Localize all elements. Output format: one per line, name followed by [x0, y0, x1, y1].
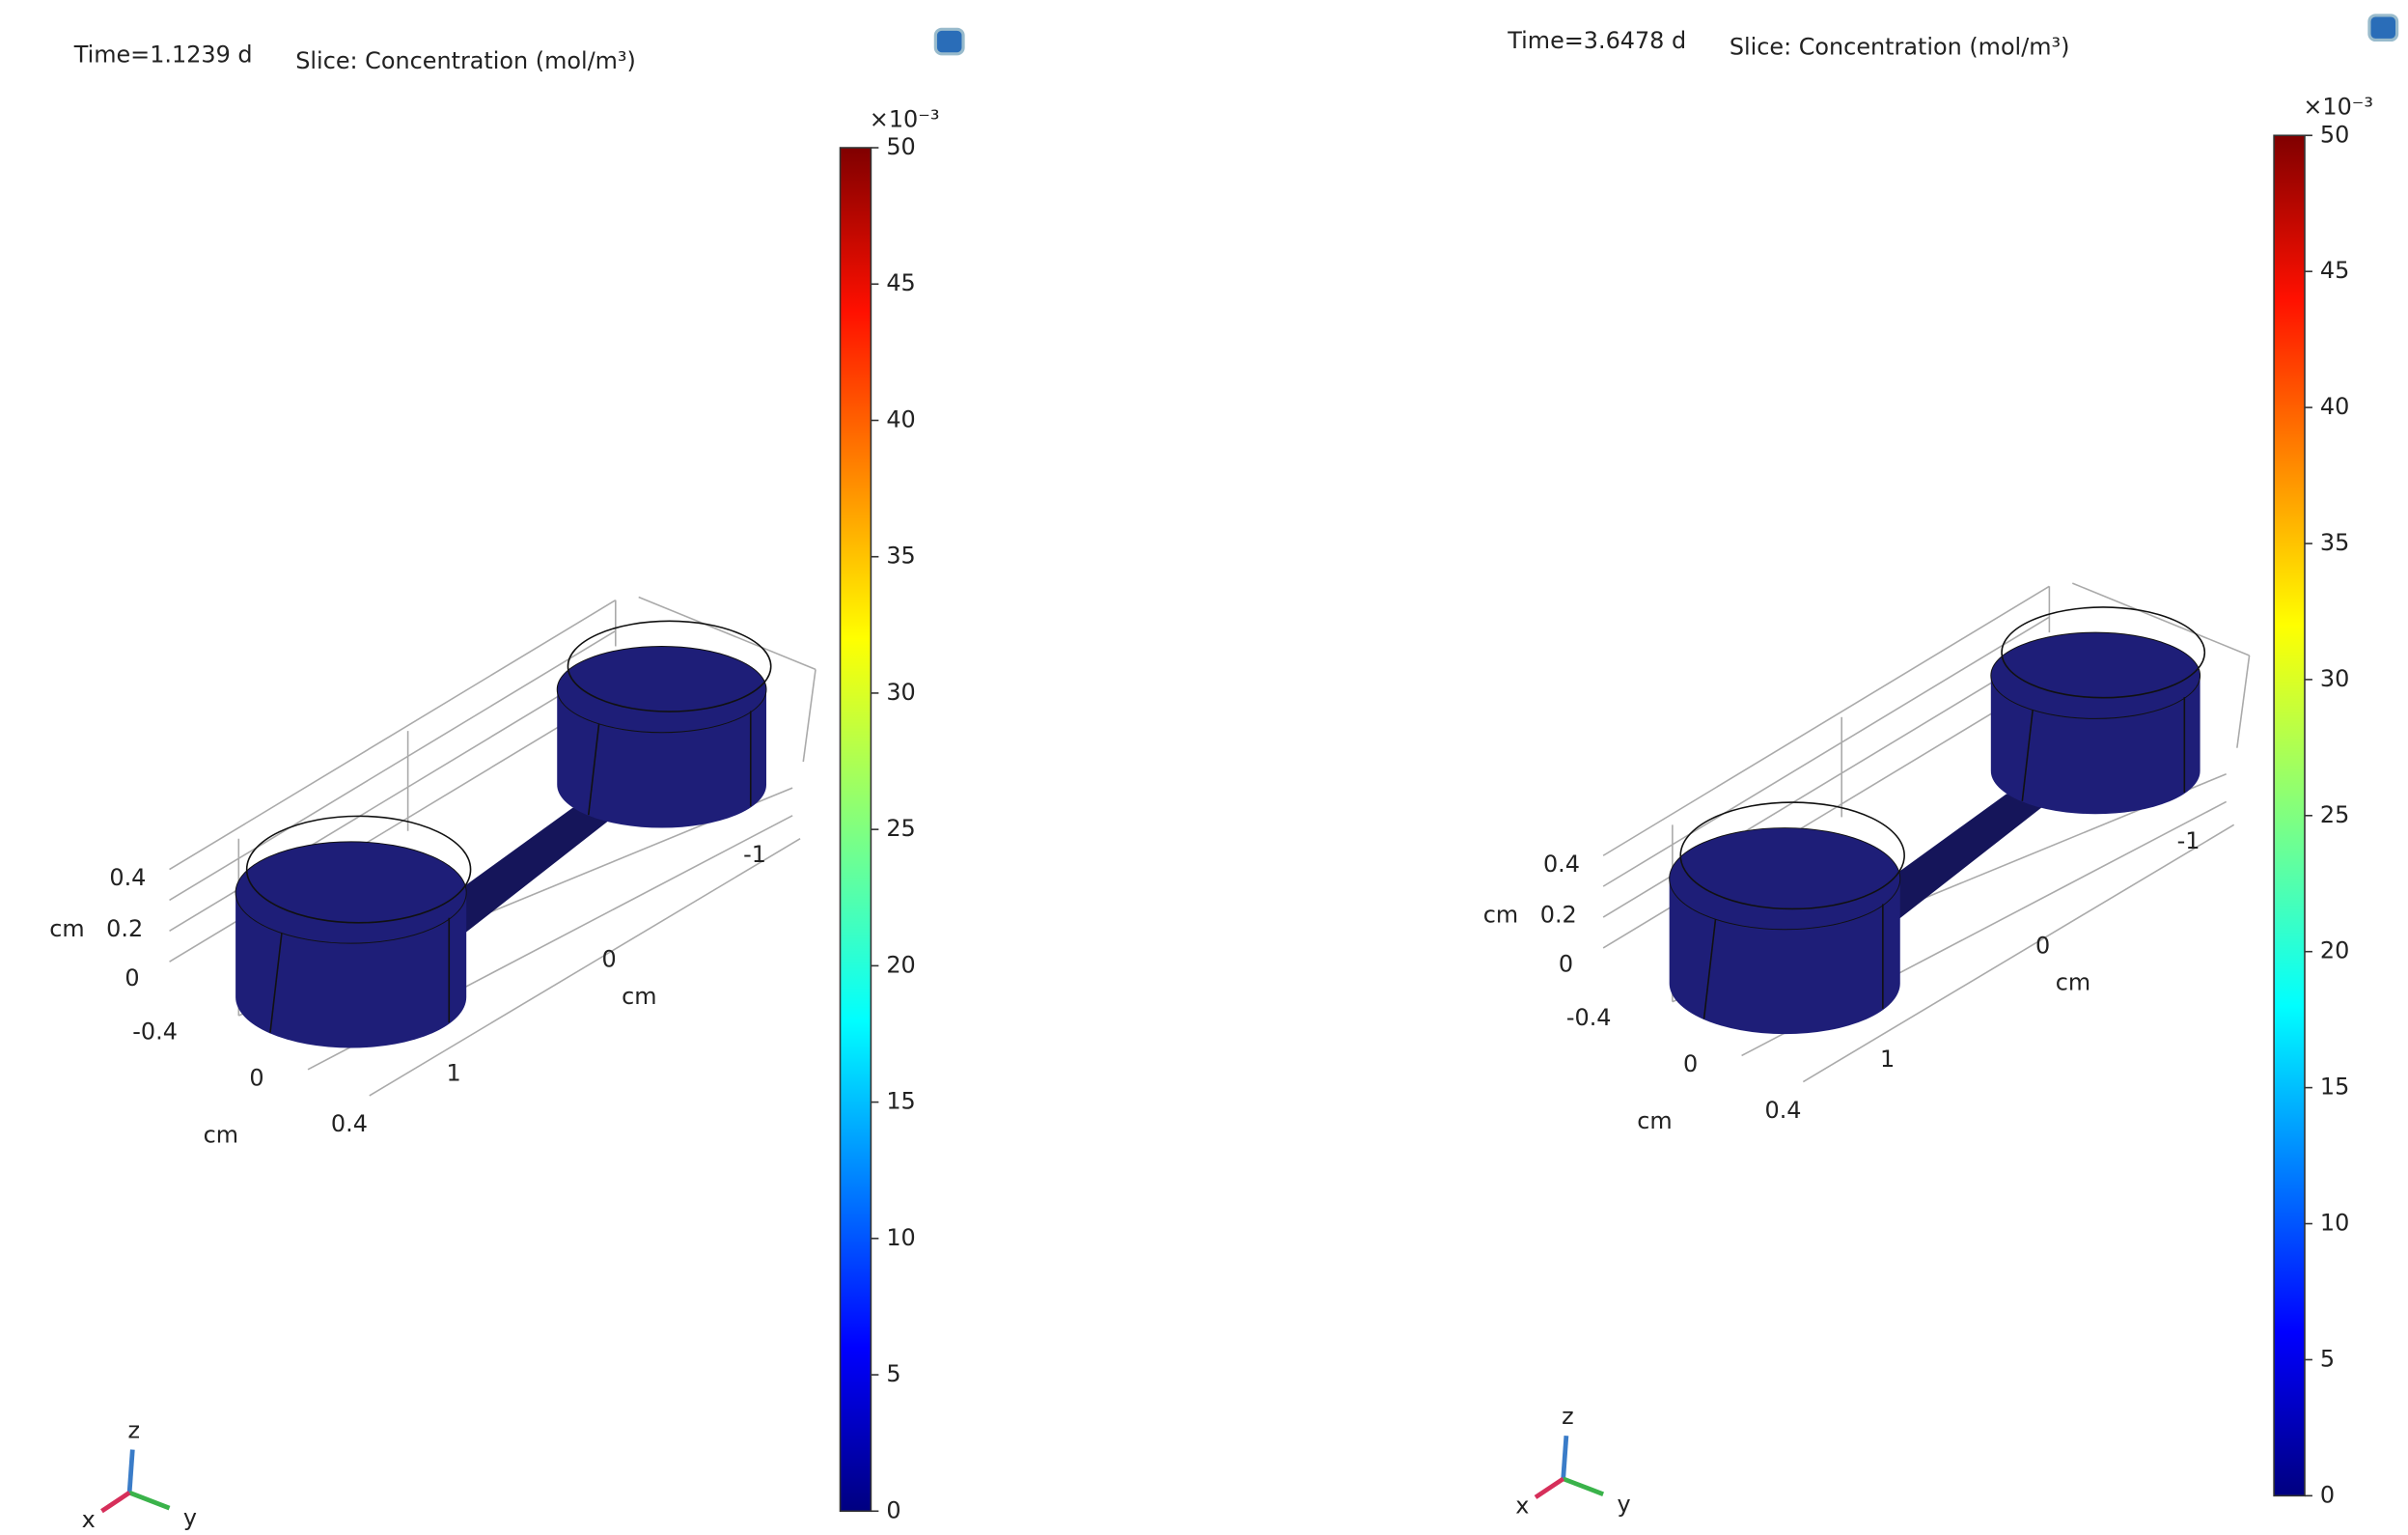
axis-tick-label: 1 [446, 1060, 460, 1087]
axis-unit: cm [2056, 969, 2090, 996]
colorbar-tick-label: 35 [2320, 529, 2349, 556]
cylinder-top [235, 842, 466, 943]
triad-label: x [82, 1506, 96, 1531]
axis-unit: cm [1637, 1107, 1672, 1134]
grid-line [2237, 656, 2250, 748]
plot-title: Slice: Concentration (mol/m³) [295, 47, 636, 74]
axis-tick-label: 0 [1683, 1050, 1698, 1077]
plot-icon [935, 29, 963, 54]
colorbar-tick-label: 10 [2320, 1210, 2349, 1237]
triad-label: z [1562, 1403, 1574, 1430]
axis-tick-label: -1 [2177, 827, 2200, 854]
colorbar-tick-label: 35 [886, 543, 915, 570]
cylinder-top [1670, 828, 1900, 930]
axis-tick-label: 0 [601, 946, 616, 973]
axis-tick-label: 0.2 [1540, 901, 1577, 928]
triad-axis [1564, 1479, 1603, 1494]
colorbar-tick-label: 15 [2320, 1074, 2349, 1101]
colorbar-tick-label: 0 [886, 1496, 900, 1523]
plot-panel: Time=3.6478 d Slice: Concentration (mol/m… [1483, 15, 2397, 1520]
colorbar-tick-label: 50 [886, 133, 915, 160]
triad-axis [1536, 1479, 1564, 1497]
triad-axis [129, 1450, 132, 1493]
colorbar-tick-label: 40 [2320, 393, 2349, 420]
colorbar-multiplier: ×10⁻³ [870, 105, 940, 132]
colorbar-tick-label: 25 [2320, 801, 2349, 828]
colorbar-tick-label: 45 [2320, 257, 2349, 284]
colorbar-tick-label: 15 [886, 1088, 915, 1115]
colorbar-tick-label: 40 [886, 405, 915, 433]
colorbar-tick-label: 50 [2320, 121, 2349, 148]
axis-tick-label: 0.4 [1765, 1097, 1802, 1124]
colorbar-tick-label: 0 [2320, 1481, 2335, 1508]
colorbar-tick-label: 25 [886, 815, 915, 842]
colorbar-tick-label: 10 [886, 1224, 915, 1251]
axis-unit: cm [1483, 901, 1518, 928]
axis-tick-label: 0.4 [1543, 851, 1580, 878]
cylinder-top [557, 646, 766, 732]
colorbar-multiplier: ×10⁻³ [2303, 94, 2373, 121]
cylinder-top [1991, 632, 2200, 718]
triad-label: z [128, 1416, 141, 1443]
axis-tick-label: 0 [249, 1064, 263, 1091]
plot-panel: Time=1.1239 d Slice: Concentration (mol/m… [49, 29, 963, 1531]
axis-tick-label: 1 [1880, 1046, 1895, 1073]
axis-unit: cm [204, 1121, 238, 1148]
colorbar-tick-label: 20 [2320, 937, 2349, 964]
triad-label: y [183, 1504, 197, 1531]
colorbar-tick-label: 20 [886, 951, 915, 978]
colorbar-tick-label: 30 [2320, 665, 2349, 692]
colorbar-tick-label: 5 [886, 1360, 900, 1387]
axis-tick-label: 0 [1559, 950, 1573, 977]
colorbar-tick-label: 5 [2320, 1345, 2335, 1372]
colorbar [2274, 135, 2305, 1495]
axis-unit: cm [622, 983, 656, 1010]
grid-line [803, 669, 816, 762]
colorbar [841, 148, 872, 1511]
axis-tick-label: 0.4 [331, 1110, 368, 1137]
triad-axis [1564, 1436, 1566, 1479]
axis-tick-label: 0.4 [109, 864, 146, 891]
screen: Time=1.1239 d Slice: Concentration (mol/m… [0, 0, 2408, 1531]
colorbar-tick-label: 30 [886, 679, 915, 706]
axis-unit: cm [49, 915, 84, 942]
triad-label: y [1617, 1491, 1630, 1518]
axis-tick-label: 0 [125, 964, 139, 991]
plot-title: Slice: Concentration (mol/m³) [1730, 33, 2070, 60]
axis-tick-label: 0.2 [106, 915, 143, 942]
time-label: Time=3.6478 d [1507, 27, 1686, 54]
time-label: Time=1.1239 d [73, 41, 253, 68]
axis-tick-label: 0 [2035, 932, 2050, 959]
plot-icon [2369, 15, 2397, 41]
colorbar-tick-label: 45 [886, 269, 915, 296]
triad-axis [101, 1493, 129, 1511]
triad-axis [129, 1493, 169, 1508]
triad-label: x [1515, 1492, 1529, 1519]
axis-tick-label: -1 [743, 841, 766, 868]
axis-tick-label: -0.4 [1566, 1004, 1612, 1031]
axis-tick-label: -0.4 [132, 1019, 178, 1046]
